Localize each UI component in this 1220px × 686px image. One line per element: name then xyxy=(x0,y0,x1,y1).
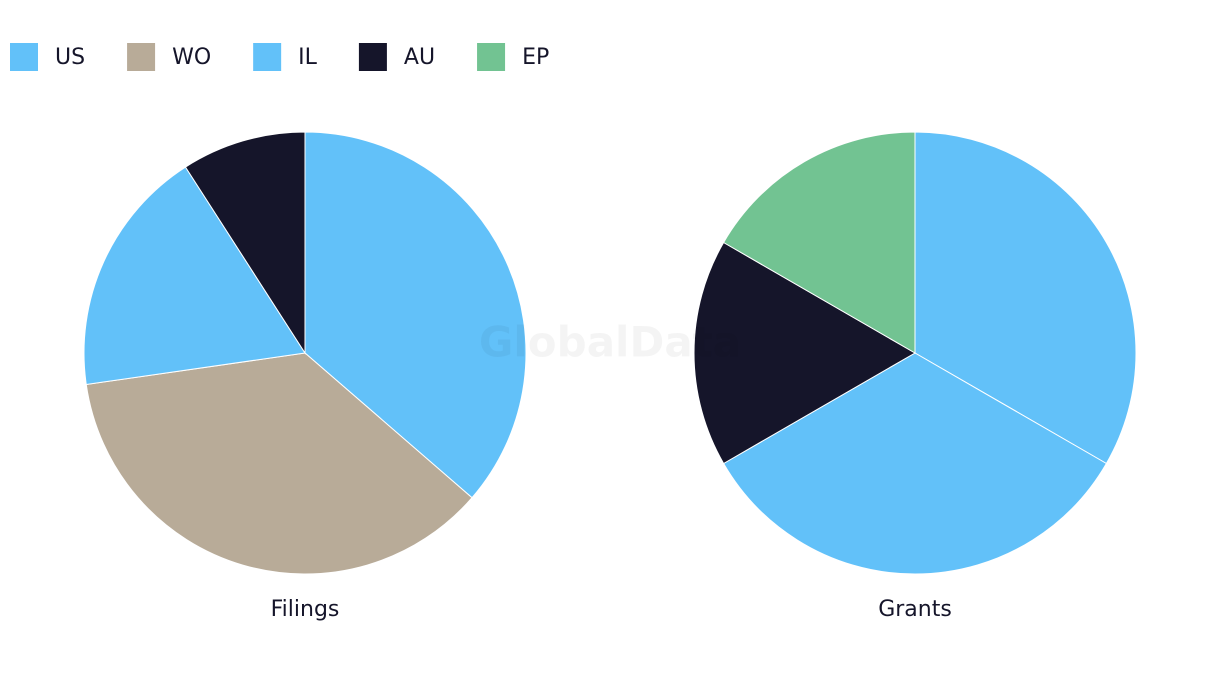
chart-title: Filings xyxy=(271,597,340,622)
pie-slice xyxy=(722,131,916,354)
legend-swatch xyxy=(358,43,387,71)
pie-slice xyxy=(914,131,1137,465)
legend-label: EP xyxy=(522,45,549,70)
pie-slice xyxy=(693,241,917,465)
legend-label: US xyxy=(55,45,85,70)
legend-label: IL xyxy=(298,45,317,70)
pie-slice xyxy=(85,352,473,575)
legend-swatch xyxy=(477,43,506,71)
legend-swatch xyxy=(253,43,282,71)
pie-slice xyxy=(304,131,527,499)
chart-title: Grants xyxy=(878,597,952,622)
legend-label: AU xyxy=(404,45,435,70)
legend-swatch xyxy=(10,43,38,71)
pie-slice xyxy=(83,166,306,386)
pie-slice xyxy=(722,352,1108,575)
pie-slice xyxy=(184,131,306,355)
legend-label: WO xyxy=(172,45,211,70)
watermark: GlobalData xyxy=(479,318,741,367)
legend-swatch xyxy=(127,43,156,71)
